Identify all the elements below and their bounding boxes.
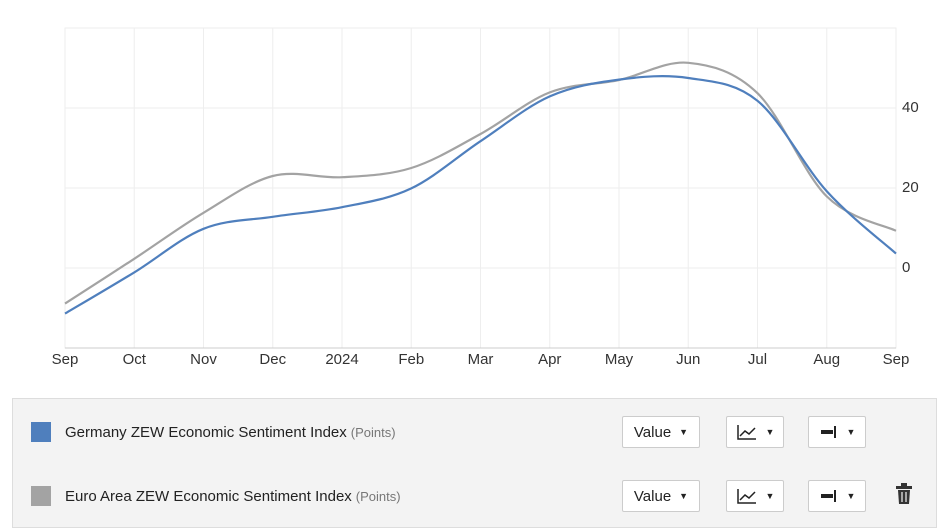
legend-row: Germany ZEW Economic Sentiment Index (Poi… bbox=[13, 402, 936, 462]
x-tick-label: Sep bbox=[883, 351, 910, 368]
x-tick-label: Nov bbox=[190, 351, 217, 368]
caret: ▼ bbox=[765, 427, 775, 437]
legend-row: Euro Area ZEW Economic Sentiment Index (P… bbox=[13, 466, 936, 526]
x-tick-label: Jun bbox=[676, 351, 700, 368]
x-tick-label: Jul bbox=[748, 351, 767, 368]
caret: ▼ bbox=[765, 491, 775, 501]
x-tick-label: Apr bbox=[538, 351, 561, 368]
x-tick-label: Aug bbox=[813, 351, 840, 368]
series-unit: (Points) bbox=[355, 488, 401, 504]
chart-type-dropdown[interactable]: ▼ bbox=[726, 480, 784, 512]
chart-type-dropdown[interactable]: ▼ bbox=[726, 416, 784, 448]
y-tick-label: 40 bbox=[902, 99, 919, 116]
delete-button[interactable] bbox=[895, 482, 913, 510]
axis-icon bbox=[820, 490, 836, 502]
legend-swatch bbox=[31, 422, 51, 442]
caret: ▼ bbox=[846, 491, 856, 501]
legend-swatch bbox=[31, 486, 51, 506]
y-tick-label: 20 bbox=[902, 179, 919, 196]
y-tick-label: 0 bbox=[902, 259, 910, 276]
x-tick-label: Oct bbox=[123, 351, 147, 368]
axis-dropdown[interactable]: ▼ bbox=[808, 416, 866, 448]
x-tick-label: Sep bbox=[52, 351, 79, 368]
legend-panel: Germany ZEW Economic Sentiment Index (Poi… bbox=[12, 398, 937, 528]
chart: Sep Oct Nov Dec 2024 Feb Mar Apr May Jun Jul Aug Sep… bbox=[52, 27, 919, 368]
x-tick-label: Mar bbox=[468, 351, 494, 368]
x-tick-label: 2024 bbox=[325, 351, 358, 368]
value-dropdown[interactable]: Value ▼ bbox=[622, 416, 700, 448]
dropdown-label: Value bbox=[633, 487, 672, 505]
series-unit: (Points) bbox=[350, 424, 396, 440]
caret: ▼ bbox=[679, 491, 689, 501]
chart-type-icon bbox=[736, 425, 756, 440]
series-line bbox=[64, 61, 897, 305]
axis-icon bbox=[820, 426, 836, 438]
caret: ▼ bbox=[679, 427, 689, 437]
legend-label: Euro Area ZEW Economic Sentiment Index (P… bbox=[65, 488, 401, 505]
series-name: Germany ZEW Economic Sentiment Index bbox=[65, 423, 347, 441]
legend-label: Germany ZEW Economic Sentiment Index (Poi… bbox=[65, 424, 396, 441]
axis-dropdown[interactable]: ▼ bbox=[808, 480, 866, 512]
series-name: Euro Area ZEW Economic Sentiment Index bbox=[65, 487, 352, 505]
x-tick-label: Dec bbox=[259, 351, 286, 368]
chart-type-icon bbox=[736, 489, 756, 504]
caret: ▼ bbox=[846, 427, 856, 437]
trash-icon[interactable] bbox=[895, 482, 913, 505]
value-dropdown[interactable]: Value ▼ bbox=[622, 480, 700, 512]
series-line bbox=[64, 75, 897, 315]
dropdown-label: Value bbox=[633, 423, 672, 441]
x-tick-label: Feb bbox=[398, 351, 424, 368]
x-tick-label: May bbox=[605, 351, 634, 368]
